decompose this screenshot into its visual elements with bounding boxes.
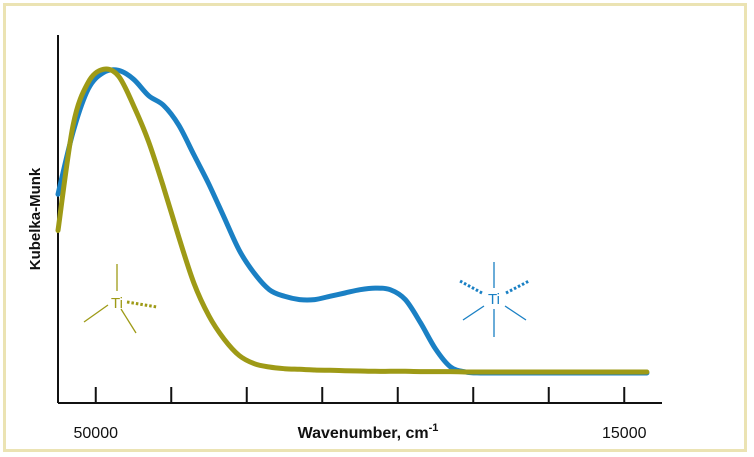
x-ticks <box>94 387 626 403</box>
tetrahedral-ti-icon <box>83 264 158 334</box>
axes <box>57 35 662 404</box>
chart-frame <box>3 3 747 452</box>
x-tick-label-50000: 50000 <box>74 425 119 442</box>
series-group <box>55 66 650 376</box>
octahedral-ti-icon <box>459 262 530 337</box>
x-tick-label-15000: 15000 <box>602 425 647 442</box>
octahedral-ti-label: Ti <box>488 291 500 308</box>
series-line-blue <box>55 67 650 376</box>
series-line-olive <box>55 66 650 375</box>
x-tick-labels: 50000 15000 <box>74 425 647 442</box>
x-axis-label: Wavenumber, cm-1 <box>298 422 439 442</box>
y-axis-label: Kubelka-Munk <box>27 167 44 270</box>
tetrahedral-ti-label: Ti <box>111 295 123 312</box>
